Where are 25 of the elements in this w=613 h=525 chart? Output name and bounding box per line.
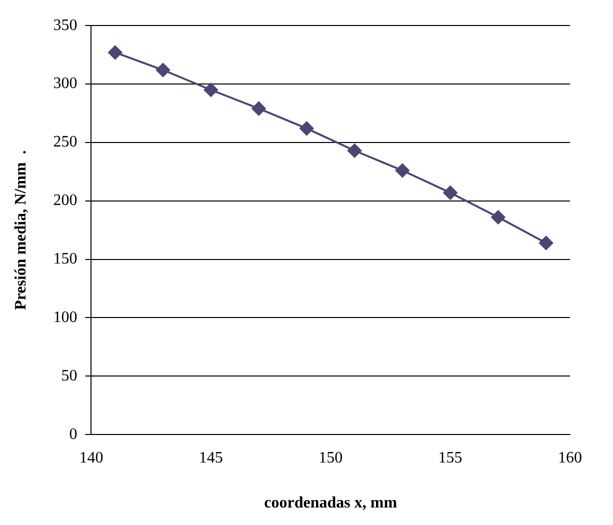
y-tick-label: 300 <box>53 75 78 92</box>
y-tick-label: 150 <box>53 250 78 268</box>
y-tick-label: 0 <box>69 426 78 443</box>
point <box>348 144 362 158</box>
x-tick-label: 160 <box>558 449 582 466</box>
point <box>443 186 458 200</box>
x-tick-label: 140 <box>79 449 104 466</box>
y-tick-label: 200 <box>53 192 78 210</box>
point <box>491 210 506 224</box>
point <box>108 45 122 60</box>
y-tick-label: 100 <box>53 308 78 326</box>
point <box>539 236 554 250</box>
x-tick-label: 145 <box>198 449 223 466</box>
y-tick-label: 250 <box>53 134 78 151</box>
point <box>300 121 314 136</box>
point <box>204 82 218 97</box>
point <box>395 164 410 178</box>
y-axis-title: Presión media, N/mm . <box>12 150 30 310</box>
y-tick-label: 50 <box>61 367 78 384</box>
x-tick-label: 150 <box>318 449 343 466</box>
y-tick-label: 350 <box>53 16 78 34</box>
x-tick-label: 155 <box>438 449 462 466</box>
point <box>252 102 266 116</box>
x-axis-title: coordenadas x, mm <box>264 494 398 512</box>
point <box>156 63 170 78</box>
